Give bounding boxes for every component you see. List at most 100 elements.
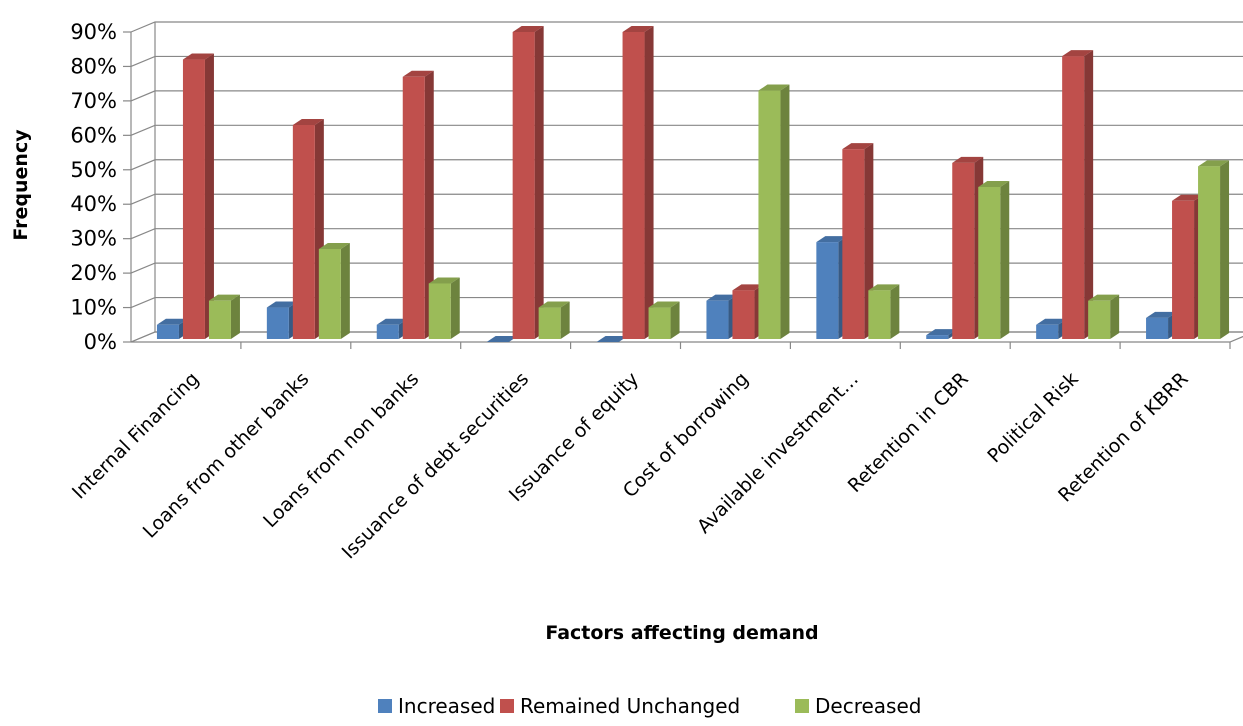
bar-top <box>266 301 298 308</box>
bar-front <box>648 307 671 339</box>
bar-remained-unchanged-loans-from-non-banks <box>402 70 434 340</box>
bar-front <box>868 290 891 339</box>
bar-top <box>758 84 790 91</box>
bar-front <box>952 162 975 339</box>
gridline <box>130 159 1243 171</box>
bar-front <box>1172 200 1195 339</box>
bar-remained-unchanged-issuance-of-equity <box>622 26 654 339</box>
gridline <box>130 90 1243 102</box>
bar-top <box>978 181 1010 187</box>
bar-decreased-loans-from-non-banks <box>428 277 460 339</box>
bar-front <box>538 307 561 339</box>
gridline <box>130 124 1243 136</box>
legend-swatch <box>500 699 514 713</box>
bar-front <box>292 125 315 339</box>
bar-side <box>1000 181 1010 339</box>
bar-side <box>230 294 240 339</box>
y-tick-label: 40% <box>70 192 117 216</box>
bar-top <box>622 26 654 32</box>
gridline <box>130 193 1243 205</box>
bar-remained-unchanged-internal-financing <box>182 53 214 340</box>
bar-top <box>1146 311 1178 318</box>
bar-front <box>402 76 425 340</box>
bar-front <box>266 307 289 339</box>
bar-top <box>1198 160 1230 167</box>
bar-decreased-available-investment <box>868 284 900 339</box>
x-axis-title: Factors affecting demand <box>545 622 818 644</box>
bar-front <box>376 324 399 339</box>
bar-decreased-retention-of-kbrr <box>1198 160 1230 339</box>
legend-swatch <box>795 699 809 713</box>
x-category-label: Retention in CBR <box>844 368 973 497</box>
bar-front <box>816 242 839 339</box>
bar-front <box>156 324 179 339</box>
y-tick-label: 90% <box>70 20 117 44</box>
legend-swatch <box>378 699 392 713</box>
bar-front <box>1198 166 1221 339</box>
bar-front <box>1088 300 1111 339</box>
bar-top <box>596 336 628 342</box>
y-axis-ticks: 0% 10% 20% 30% 40% 50% 60% 70% 80% 90% <box>70 20 131 354</box>
bar-front <box>622 32 645 339</box>
bar-top <box>1062 50 1094 57</box>
y-tick-label: 0% <box>84 330 117 354</box>
bar-top <box>486 336 518 342</box>
x-category-label: Political Risk <box>983 368 1082 467</box>
gridline <box>130 262 1243 274</box>
bar-side <box>534 26 544 339</box>
bar-top <box>1172 194 1204 201</box>
bar-decreased-issuance-of-debt-securities <box>538 301 570 339</box>
bar-front <box>706 300 729 339</box>
bar-top <box>292 119 324 125</box>
bar-decreased-internal-financing <box>208 294 240 339</box>
legend-label: Increased <box>398 694 495 718</box>
y-tick-label: 10% <box>70 296 117 320</box>
bar-top <box>208 294 240 301</box>
bar-side <box>1110 294 1120 339</box>
legend-label: Decreased <box>815 694 921 718</box>
gridline <box>130 55 1243 67</box>
y-tick-label: 50% <box>70 158 117 182</box>
bar-front <box>758 90 781 339</box>
bar-decreased-issuance-of-equity <box>648 301 680 339</box>
bar-top <box>1088 294 1120 301</box>
y-tick-label: 60% <box>70 123 117 147</box>
bar-front <box>732 290 755 339</box>
bar-side <box>450 277 460 339</box>
bar-side <box>340 243 350 339</box>
bars <box>156 26 1230 342</box>
bar-decreased-cost-of-borrowing <box>758 84 790 339</box>
y-tick-label: 30% <box>70 227 117 251</box>
bar-front <box>512 32 535 339</box>
bar-decreased-retention-in-cbr <box>978 181 1010 339</box>
legend-item-increased: Increased <box>378 694 495 718</box>
bar-side <box>424 70 434 340</box>
y-tick-label: 80% <box>70 54 117 78</box>
bar-top <box>1036 318 1068 325</box>
bar-decreased-loans-from-other-banks <box>318 243 350 339</box>
bar-top <box>402 70 434 77</box>
bar-side <box>1084 50 1094 339</box>
bar-decreased-political-risk <box>1088 294 1120 339</box>
legend: Increased Remained Unchanged Decreased <box>378 694 921 718</box>
legend-item-remained-unchanged: Remained Unchanged <box>500 694 740 718</box>
bar-top <box>952 156 984 163</box>
bar-top <box>926 329 958 336</box>
bar-top <box>318 243 350 249</box>
bar-top <box>868 284 900 291</box>
y-tick-label: 70% <box>70 89 117 113</box>
bar-top <box>816 236 848 243</box>
legend-label: Remained Unchanged <box>520 694 740 718</box>
bar-front <box>842 149 865 339</box>
bar-front <box>208 300 231 339</box>
bar-side <box>204 53 214 340</box>
bar-front <box>318 249 341 339</box>
bar-side <box>560 301 570 339</box>
bar-front <box>1146 317 1169 339</box>
bar-front <box>926 335 949 339</box>
bar-top <box>538 301 570 308</box>
legend-item-decreased: Decreased <box>795 694 921 718</box>
bar-top <box>732 284 764 291</box>
